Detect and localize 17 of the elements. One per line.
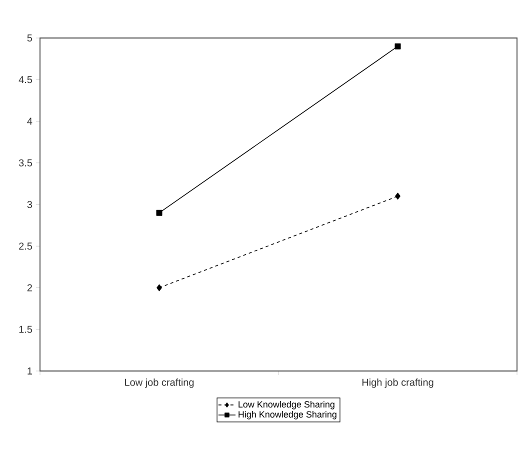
legend-label: Low Knowledge Sharing: [238, 400, 334, 410]
y-tick-label: 5: [27, 34, 32, 42]
y-tick-label: 1.5: [19, 326, 32, 333]
y-tick-label: 2.5: [19, 242, 32, 250]
x-tick-label: High job crafting: [362, 378, 434, 388]
y-tick-label: 4: [27, 118, 32, 125]
y-tick-label: 3.5: [18, 159, 32, 166]
y-tick-label: 4.5: [18, 76, 32, 84]
point: [156, 284, 162, 292]
point: [156, 210, 162, 216]
legend-label: High Knowledge Sharing: [238, 410, 336, 420]
point: [395, 192, 400, 200]
point: [394, 43, 401, 50]
x-tick-label: Low job crafting: [125, 378, 194, 388]
y-tick-label: 3: [27, 200, 32, 208]
y-tick-label: 1: [28, 368, 32, 374]
y-tick-label: 2: [27, 284, 32, 292]
